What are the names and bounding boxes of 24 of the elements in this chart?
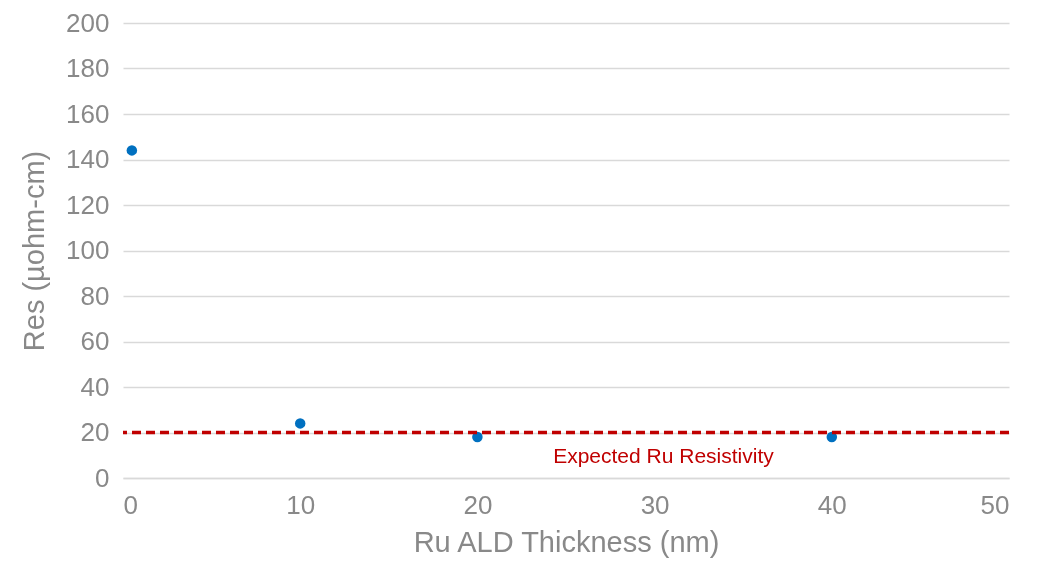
y-tick-label: 140 bbox=[66, 144, 110, 174]
y-tick-label: 80 bbox=[80, 280, 110, 311]
y-tick-label: 160 bbox=[66, 98, 110, 129]
point bbox=[826, 431, 838, 443]
y-tick-label: 0 bbox=[95, 462, 110, 493]
x-tick-label: 0 bbox=[123, 489, 138, 520]
y-tick-label: 180 bbox=[66, 53, 110, 83]
y-tick-label: 60 bbox=[80, 326, 110, 356]
point bbox=[472, 431, 483, 443]
x-tick-label: 40 bbox=[817, 489, 847, 520]
y-tick-label: 120 bbox=[66, 189, 110, 220]
y-tick-label: 20 bbox=[80, 417, 110, 447]
x-axis-title: Ru ALD Thickness (nm) bbox=[413, 525, 720, 558]
point bbox=[294, 418, 306, 429]
y-tick-label: 200 bbox=[66, 7, 110, 38]
x-tick-label: 10 bbox=[286, 489, 316, 520]
y-axis-title: Res (µohm-cm) bbox=[18, 150, 51, 352]
ref-line-label: Expected Ru Resistivity bbox=[553, 443, 775, 467]
x-tick-label: 50 bbox=[980, 489, 1010, 520]
y-tick-label: 100 bbox=[66, 235, 110, 265]
x-tick-label: 20 bbox=[463, 489, 493, 520]
point bbox=[126, 145, 138, 156]
x-tick-label: 30 bbox=[640, 489, 670, 520]
y-tick-label: 40 bbox=[80, 371, 110, 402]
